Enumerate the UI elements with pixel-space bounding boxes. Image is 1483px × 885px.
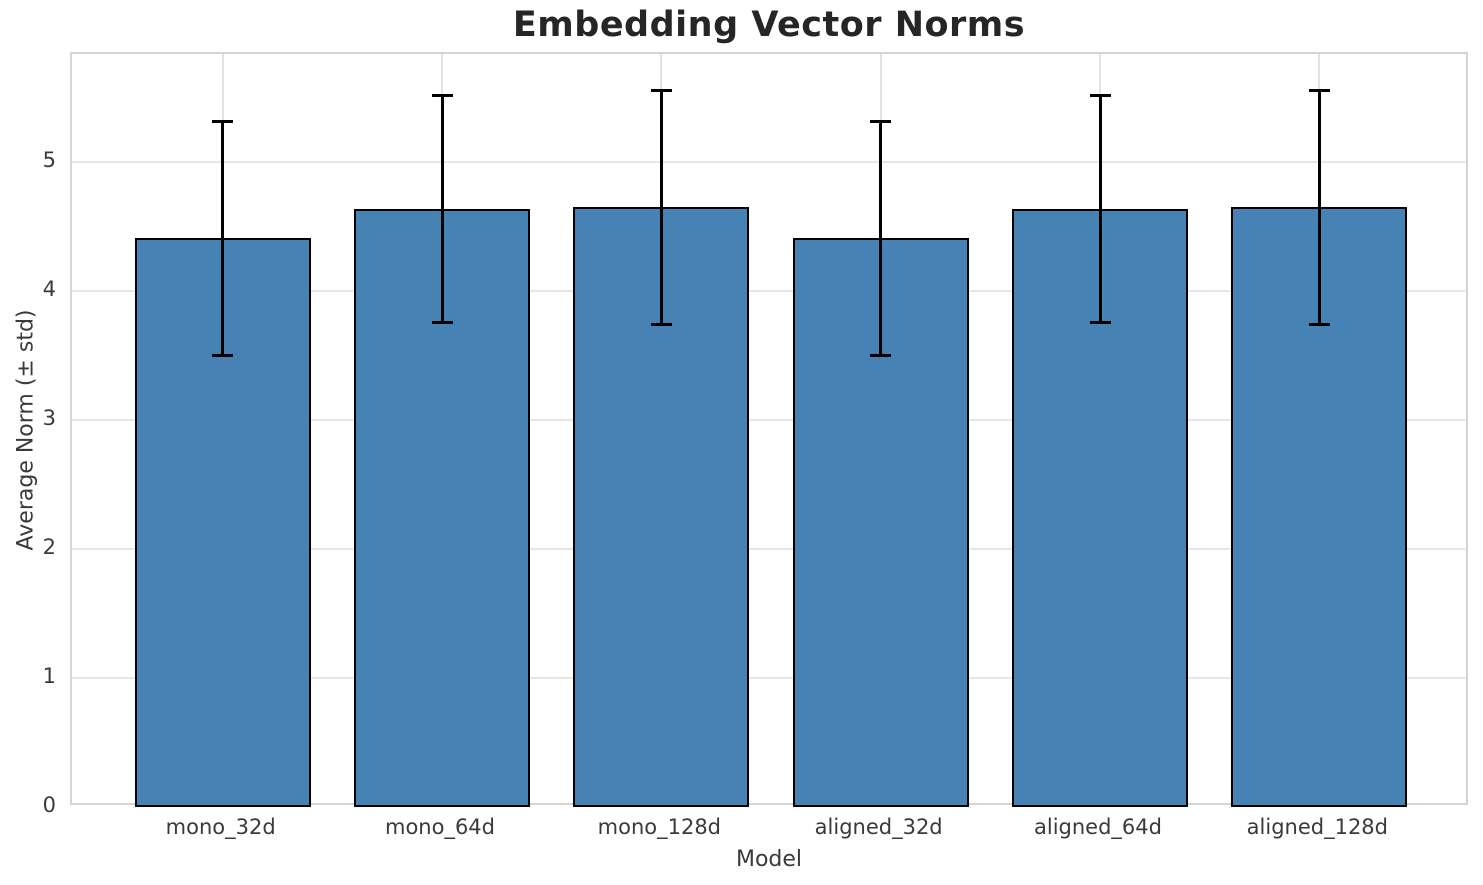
h-gridline — [72, 419, 1466, 422]
x-tick-label: aligned_32d — [814, 815, 943, 839]
x-tick-label: aligned_64d — [1034, 815, 1162, 839]
chart-title: Embedding Vector Norms — [512, 5, 1026, 45]
x-axis-label: Model — [735, 847, 803, 872]
error-bar-cap-top — [431, 93, 453, 97]
h-gridline — [72, 290, 1466, 293]
x-tick-label: aligned_128d — [1246, 815, 1388, 839]
y-tick-label: 3 — [42, 406, 56, 431]
error-bar-cap-bottom — [431, 320, 453, 324]
error-bar-cap-bottom — [212, 354, 234, 358]
error-bar-cap-bottom — [870, 354, 892, 358]
error-bar-stem — [879, 121, 883, 356]
error-bar-stem — [440, 95, 444, 323]
error-bar-cap-bottom — [1089, 320, 1111, 324]
error-bar-cap-top — [212, 119, 234, 123]
y-tick-label: 1 — [42, 664, 56, 689]
error-bar-stem — [221, 121, 225, 356]
plot-area — [70, 52, 1468, 807]
h-gridline — [72, 161, 1466, 164]
h-gridline — [72, 677, 1466, 680]
error-bar-stem — [1317, 90, 1321, 325]
y-tick-label: 0 — [42, 793, 56, 817]
error-bar-cap-top — [650, 88, 672, 92]
error-bar-cap-top — [1089, 93, 1111, 97]
error-bar-cap-bottom — [650, 323, 672, 327]
x-tick-label: mono_128d — [597, 815, 722, 839]
y-tick-label: 2 — [42, 535, 56, 560]
error-bar-stem — [1098, 95, 1102, 323]
y-tick-label: 4 — [42, 277, 56, 302]
x-tick-label: mono_32d — [165, 815, 276, 839]
error-bar-cap-top — [870, 119, 892, 123]
x-tick-label: mono_64d — [384, 815, 495, 839]
y-tick-label: 5 — [42, 148, 56, 173]
error-bar-stem — [659, 90, 663, 325]
error-bar-cap-top — [1308, 88, 1330, 92]
h-gridline — [72, 548, 1466, 551]
error-bar-cap-bottom — [1308, 323, 1330, 327]
